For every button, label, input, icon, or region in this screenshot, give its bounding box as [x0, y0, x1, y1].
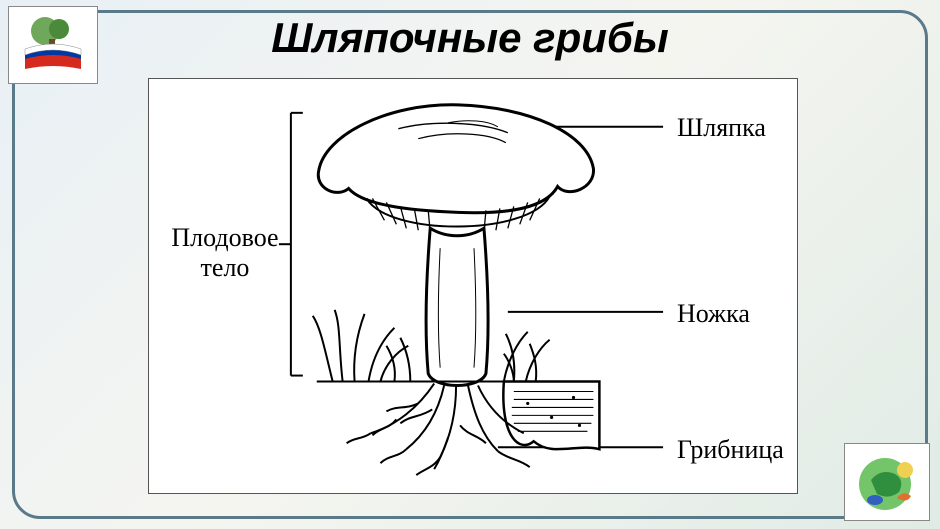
- label-fruiting-body: Плодовое тело: [165, 223, 285, 283]
- corner-logo-top-left: [8, 6, 98, 84]
- label-fruiting-body-l2: тело: [201, 253, 250, 282]
- mushroom-stem: [426, 228, 488, 385]
- corner-logo-bottom-right: [844, 443, 930, 521]
- mushroom-diagram: Плодовое тело Шляпка Ножка Грибница: [148, 78, 798, 494]
- tree-flag-icon: [15, 13, 91, 77]
- slide-title: Шляпочные грибы: [0, 14, 940, 62]
- label-mycelium: Грибница: [677, 435, 784, 465]
- label-cap: Шляпка: [677, 113, 766, 143]
- mushroom-cap: [318, 105, 593, 213]
- label-fruiting-body-l1: Плодовое: [171, 223, 278, 252]
- label-stem: Ножка: [677, 299, 750, 329]
- nature-globe-icon: [851, 450, 923, 514]
